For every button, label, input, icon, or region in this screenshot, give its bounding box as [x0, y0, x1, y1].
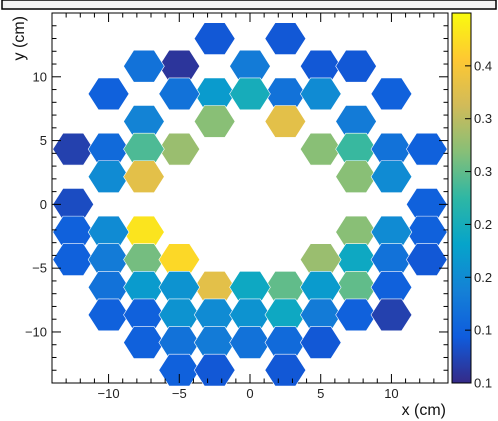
colorbar-tick-label: 0.1	[474, 323, 492, 338]
y-tick-label: −10	[25, 324, 47, 339]
y-tick-label: 5	[40, 133, 47, 148]
heatmap-cell	[264, 22, 307, 55]
plot-area: −10 −5 0 5 10 −10 −5 0 5 10	[25, 12, 449, 401]
x-tick-label: 5	[317, 386, 324, 401]
colorbar-tick-label: 0.2	[474, 217, 492, 232]
colorbar-tick-label: 0.3	[474, 111, 492, 126]
heatmap-cell	[158, 353, 201, 387]
heatmap-cell	[193, 353, 236, 387]
heatmap-cell	[370, 298, 413, 332]
heatmap-cell	[406, 132, 448, 166]
colorbar-tick-label: 0.2	[474, 270, 492, 285]
x-axis-title: x (cm)	[402, 402, 446, 419]
x-tick-label: −10	[98, 386, 120, 401]
heatmap-cell	[123, 49, 165, 83]
heatmap-cell	[229, 77, 271, 111]
x-tick-label: 10	[384, 386, 398, 401]
heatmap-cell	[299, 326, 342, 359]
heatmap-cell	[87, 160, 130, 193]
top-frame-strip	[1, 0, 497, 10]
heatmap-cell	[123, 160, 165, 193]
colorbar-tick-label: 0.4	[474, 58, 492, 73]
heatmap-cell	[264, 105, 307, 138]
heatmap-cell	[123, 326, 165, 359]
heatmap-cell	[335, 49, 377, 83]
heatmap-cell	[370, 77, 413, 111]
y-tick-label: 0	[40, 197, 47, 212]
colorbar-tick-label: 0.1	[474, 376, 492, 391]
heatmap-cell	[52, 132, 94, 166]
heatmap-cells	[52, 22, 448, 387]
y-tick-label: −5	[32, 261, 47, 276]
heatmap-cell	[299, 132, 342, 166]
x-tick-label: 0	[246, 386, 253, 401]
heatmap-cell	[370, 160, 413, 193]
heatmap-cell	[193, 105, 236, 138]
heatmap-cell	[264, 353, 307, 387]
y-tick-label: 10	[33, 69, 47, 84]
heatmap-cell	[52, 243, 94, 276]
x-axis-ticks: −10 −5 0 5 10	[51, 13, 449, 401]
y-axis-ticks: −10 −5 0 5 10	[25, 12, 448, 384]
heatmap-cell	[406, 243, 448, 276]
colorbar-tick-label: 0.3	[474, 164, 492, 179]
heatmap-cell	[87, 77, 130, 111]
y-axis-title: y (cm)	[11, 16, 28, 60]
heatmap-cell	[335, 298, 377, 332]
heatmap-cell	[87, 298, 130, 332]
heatmap-cell	[193, 22, 236, 55]
colorbar-ticks: 0.1 0.1 0.2 0.2 0.3 0.3 0.4	[465, 58, 492, 391]
heatmap-cell	[229, 326, 271, 359]
heatmap-cell	[299, 77, 342, 111]
heatmap-cell	[158, 77, 201, 111]
colorbar: 0.1 0.1 0.2 0.2 0.3 0.3 0.4	[451, 12, 492, 391]
x-tick-label: −5	[172, 386, 187, 401]
heatmap-cell	[335, 160, 377, 193]
colorbar-gradient	[451, 12, 472, 384]
